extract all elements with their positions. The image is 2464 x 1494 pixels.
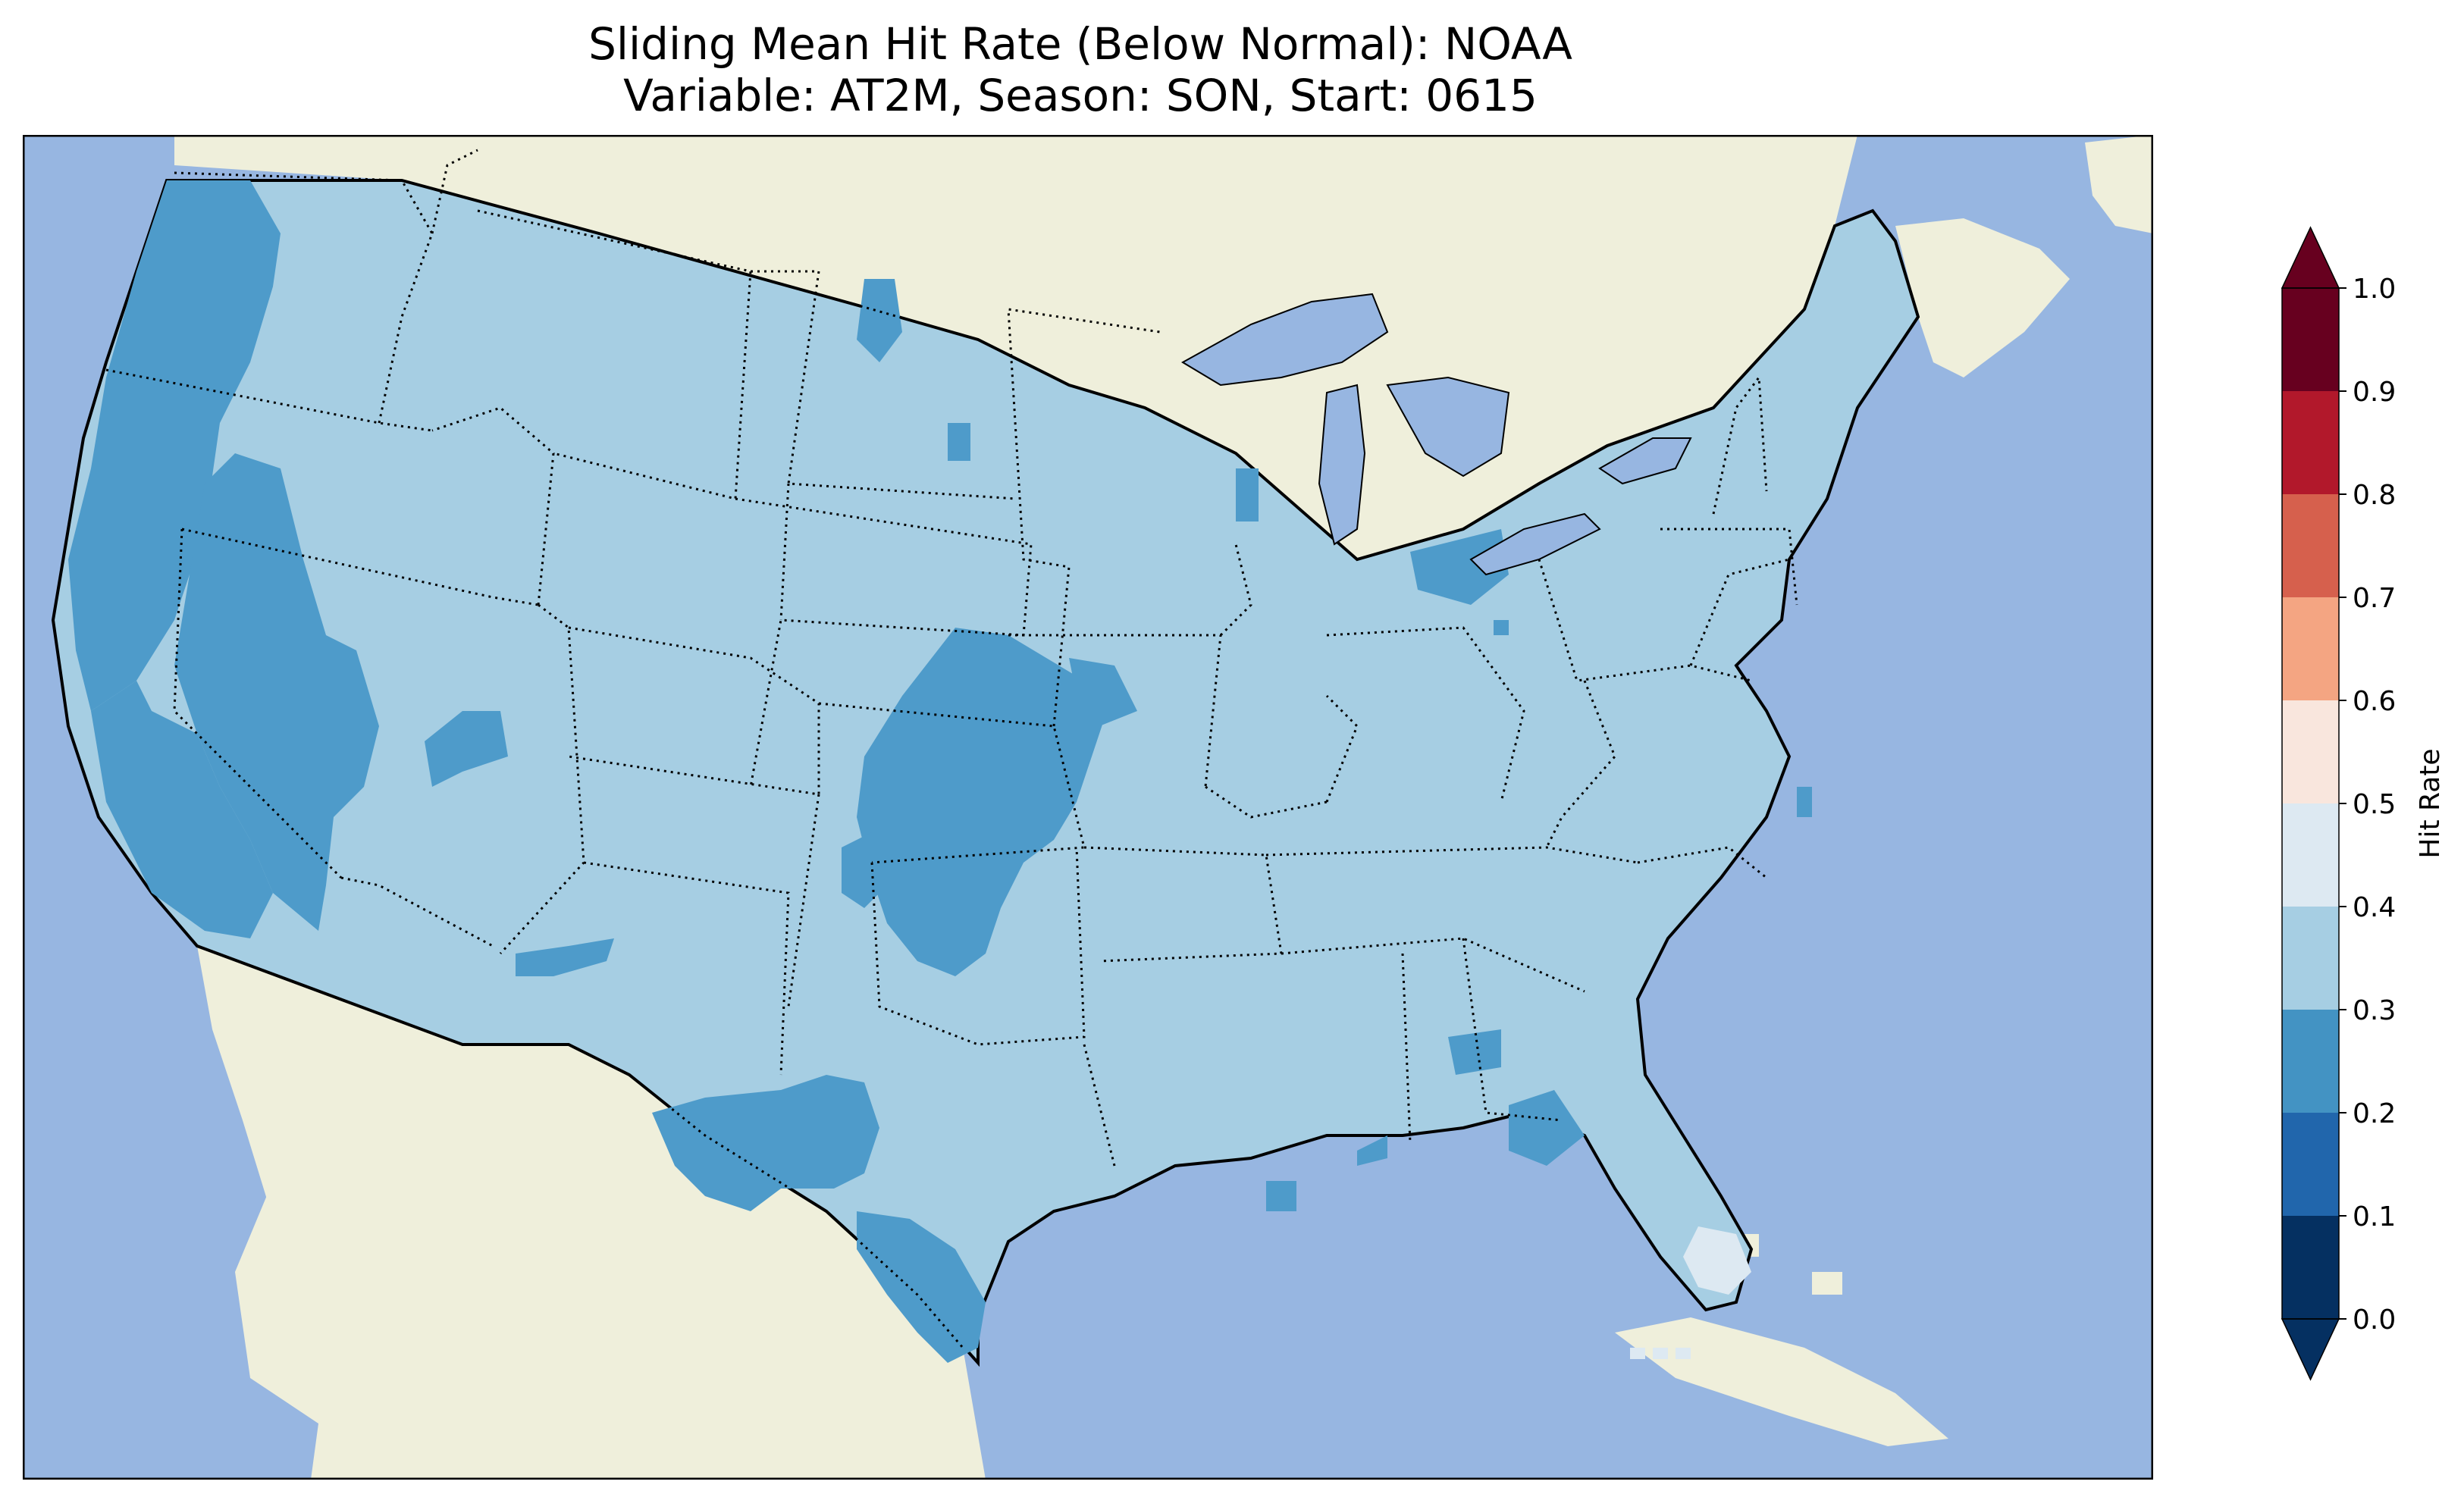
chart-title-line1: Sliding Mean Hit Rate (Below Normal): NO… (588, 18, 1572, 70)
colorbar-bin-8 (2282, 391, 2339, 494)
map-frame (23, 135, 2153, 1480)
colorbar-tick-label-2: 0.2 (2353, 1098, 2396, 1129)
colorbar-extend-max (2281, 226, 2340, 289)
chart-title-line2: Variable: AT2M, Season: SON, Start: 0615 (623, 70, 1538, 121)
colorbar-tick-label-1: 0.1 (2353, 1201, 2396, 1232)
baja-land (197, 946, 417, 1408)
maritimes-land (1895, 218, 2070, 377)
colorbar-tick-label-4: 0.4 (2353, 892, 2396, 923)
colorbar-tick-label-7: 0.7 (2353, 583, 2396, 614)
colorbar-bin-4 (2282, 803, 2339, 907)
state-borders (105, 149, 1798, 1167)
colorbar-bin-2 (2282, 1010, 2339, 1113)
colorbar-tick-label-8: 0.8 (2353, 480, 2396, 511)
colorbar-bin-1 (2282, 1113, 2339, 1216)
colorbar-tick-label-10: 1.0 (2353, 274, 2396, 305)
colorbar: 0.0 0.1 0.2 0.3 0.4 0.5 0.6 0.7 0.8 0.9 1.0 Hit Ra… (2281, 226, 2446, 1381)
colorbar-tick-label-3: 0.3 (2353, 995, 2396, 1026)
colorbar-ticks: 0.0 0.1 0.2 0.3 0.4 0.5 0.6 0.7 0.8 0.9 1.0 (2339, 274, 2396, 1336)
colorbar-bin-9 (2282, 288, 2339, 391)
colorbar-tick-label-6: 0.6 (2353, 686, 2396, 717)
colorbar-bin-0 (2282, 1216, 2339, 1319)
great-lakes (1181, 293, 1692, 576)
colorbar-tick-label-9: 0.9 (2353, 377, 2396, 408)
hit-rate-0.2-0.3-areas (68, 180, 1812, 1363)
colorbar-bin-3 (2282, 907, 2339, 1010)
colorbar-label: Hit Rate (2415, 748, 2446, 858)
colorbar-bin-6 (2282, 597, 2339, 700)
colorbar-bin-5 (2282, 700, 2339, 803)
cuba-land (1615, 1317, 1948, 1446)
newfoundland-land (2085, 135, 2153, 233)
hit-rate-0.4-0.5-areas (1630, 1226, 1751, 1359)
colorbar-bin-7 (2282, 494, 2339, 597)
colorbar-tick-label-5: 0.5 (2353, 789, 2396, 820)
colorbar-tick-label-0: 0.0 (2353, 1305, 2396, 1336)
colorbar-extend-min (2281, 1318, 2340, 1381)
map-panel (23, 135, 2153, 1480)
us-mexico-border (196, 944, 964, 1348)
us-canada-border (174, 171, 979, 341)
colorbar-bins (2281, 226, 2340, 1381)
